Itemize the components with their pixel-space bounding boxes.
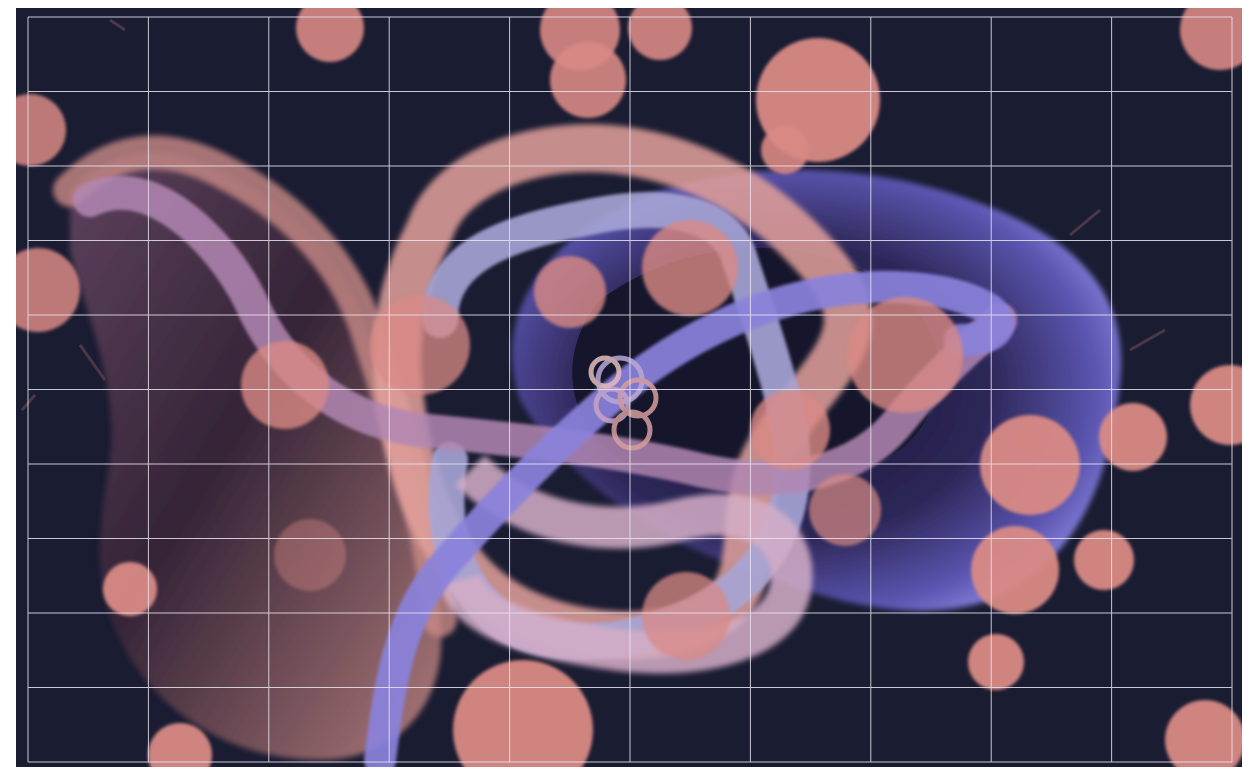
periwinkle-ribbon	[364, 270, 1014, 767]
mauve-ribbon	[73, 175, 1017, 495]
grid-overlay	[27, 16, 1233, 763]
pale-pink-loop	[439, 454, 813, 674]
center-knot	[588, 355, 659, 451]
